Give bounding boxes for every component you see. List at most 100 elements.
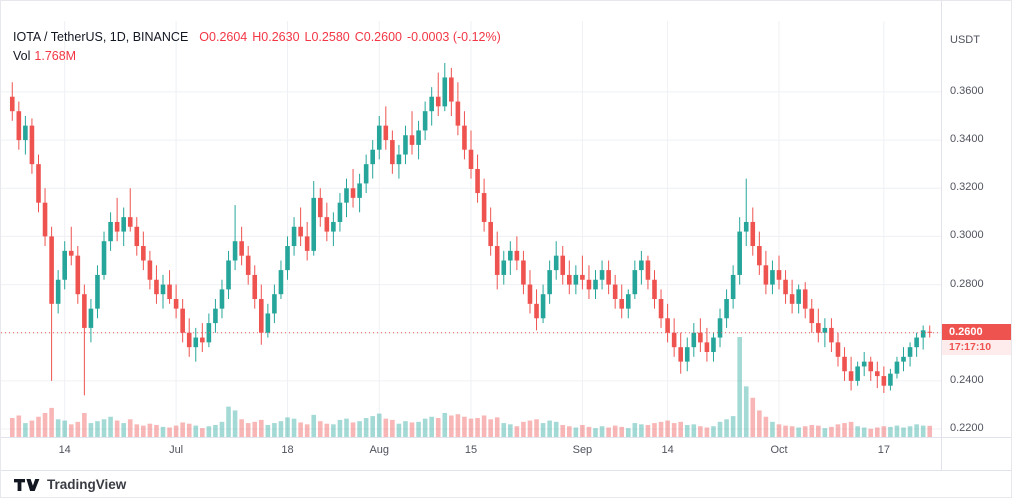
volume-bar	[416, 421, 421, 437]
volume-bar	[691, 424, 697, 437]
volume-bar	[927, 425, 933, 437]
price-axis-label: 0.3000	[950, 229, 984, 242]
volume-bar	[671, 423, 677, 437]
candle-body	[363, 164, 369, 184]
volume-bar	[449, 415, 454, 437]
volume-bar	[586, 426, 592, 437]
volume-bar	[494, 417, 500, 437]
candle-body	[881, 376, 887, 386]
volume-bar	[442, 412, 448, 437]
candle-body	[534, 303, 539, 319]
volume-bar	[108, 416, 113, 437]
volume-bar	[665, 420, 670, 437]
chart-legend: IOTA / TetherUS, 1D, BINANCE O0.2604 H0.26…	[13, 30, 501, 64]
candle-body	[521, 260, 526, 285]
volume-bar	[783, 425, 788, 437]
candle-body	[770, 270, 775, 285]
time-axis-label: 15	[464, 444, 478, 456]
candle-body	[717, 318, 723, 338]
volume-bar	[291, 418, 297, 437]
price-axis-label: 0.3400	[950, 133, 984, 146]
volume-bar	[652, 423, 657, 437]
volume-bar	[376, 413, 382, 437]
volume-bar	[62, 420, 68, 437]
volume-bar	[317, 421, 323, 437]
volume-bar	[481, 415, 487, 437]
volume-bar	[258, 419, 264, 437]
last-price-badge: 0.2600 17:17:10	[942, 323, 1011, 355]
volume-bar	[324, 423, 330, 437]
candle-body	[599, 270, 605, 280]
candle-body	[304, 236, 310, 251]
candle-body	[127, 217, 133, 227]
ohlc-low-value: 0.2580	[311, 30, 350, 44]
volume-bar	[311, 414, 317, 437]
candle-body	[213, 308, 218, 324]
candle-body	[357, 183, 362, 198]
candle-body	[586, 279, 592, 290]
candle-body	[95, 274, 100, 309]
volume-bar	[645, 424, 651, 437]
volume-bar	[200, 428, 205, 437]
candle-body	[42, 202, 48, 237]
volume-bar	[42, 412, 48, 437]
volume-bar	[540, 423, 546, 437]
volume-bar	[219, 421, 225, 437]
candle-body	[580, 274, 585, 280]
candle-body	[920, 330, 926, 338]
candle-body	[416, 130, 421, 145]
volume-bar	[357, 421, 362, 437]
candle-body	[180, 308, 185, 333]
volume-bar	[134, 424, 140, 437]
volume-bar	[658, 421, 664, 437]
volume-label: Vol	[13, 49, 31, 63]
volume-bar	[285, 417, 290, 437]
tradingview-logo-icon[interactable]	[13, 478, 40, 492]
price-axis[interactable]: USDT 0.2200 0.2400 0.2600 0.2800 0.3000 0.320…	[942, 1, 1011, 437]
symbol-title[interactable]: IOTA / TetherUS, 1D, BINANCE	[13, 30, 189, 44]
candle-body	[783, 279, 788, 295]
volume-bar	[776, 424, 782, 437]
candle-body	[449, 77, 454, 102]
time-axis[interactable]: 14 Jul 18 Aug 15 Sep 14 Oct 17	[1, 437, 941, 470]
tradingview-brand-text[interactable]: TradingView	[47, 477, 127, 492]
candle-body	[730, 274, 736, 300]
volume-bar	[704, 427, 710, 437]
candle-body	[219, 289, 225, 309]
candle-body	[606, 270, 611, 285]
volume-bar	[82, 412, 87, 437]
candle-body	[488, 221, 493, 247]
volume-bar	[914, 424, 919, 437]
candle-body	[429, 96, 434, 112]
time-axis-label: 18	[281, 444, 294, 456]
candle-body	[108, 221, 113, 242]
candle-body	[186, 332, 192, 348]
ohlc-high-label: H	[252, 30, 262, 44]
candle-body	[593, 279, 598, 290]
volume-bar	[796, 427, 801, 437]
candle-body	[36, 164, 41, 203]
volume-bar	[23, 423, 28, 437]
volume-bar	[245, 423, 251, 437]
candle-body	[757, 246, 762, 266]
candle-body	[442, 77, 448, 107]
price-axis-label: 0.2800	[950, 277, 984, 290]
candle-body	[874, 371, 880, 377]
candle-body	[861, 361, 867, 367]
candle-body	[278, 270, 284, 295]
candle-body	[612, 284, 618, 300]
candle-body	[252, 274, 258, 300]
volume-bar	[527, 420, 533, 437]
candle-body	[226, 260, 231, 290]
time-axis-label: 17	[877, 444, 890, 456]
candle-body	[665, 318, 670, 333]
candle-body	[383, 125, 389, 141]
volume-bar	[684, 424, 690, 437]
volume-bar	[514, 426, 520, 437]
candle-body	[376, 125, 382, 150]
volume-bar	[265, 424, 271, 437]
candlestick-plot[interactable]	[1, 1, 941, 471]
candle-body	[88, 308, 94, 328]
candle-body	[154, 279, 159, 295]
ohlc-close-label: C	[354, 30, 364, 44]
